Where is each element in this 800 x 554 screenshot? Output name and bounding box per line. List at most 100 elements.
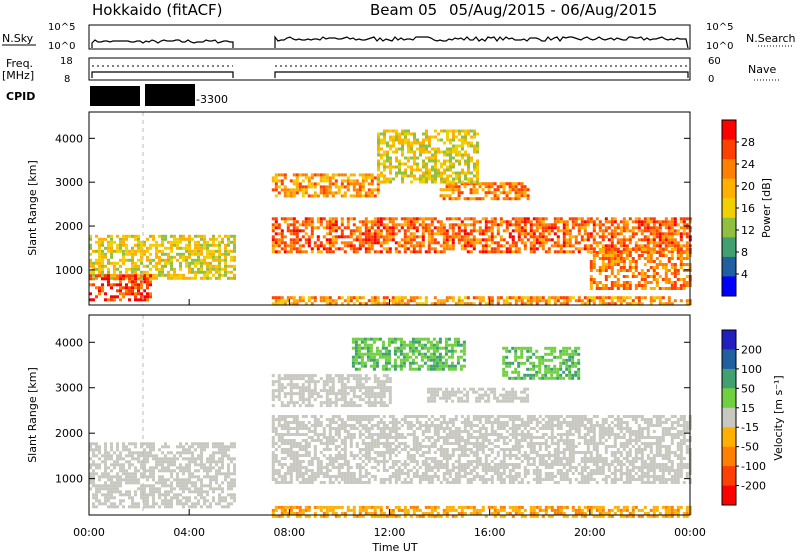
cell-power — [463, 182, 467, 186]
cell-power — [586, 302, 590, 306]
cell-power — [409, 250, 413, 254]
cell-power — [616, 284, 620, 287]
cell-power — [376, 223, 380, 227]
cell-power — [101, 270, 104, 274]
cell-power — [227, 237, 230, 241]
cell-power — [658, 220, 662, 224]
cell-power — [203, 255, 206, 259]
cell-power — [455, 171, 458, 175]
cell-velocity — [143, 457, 146, 461]
cell-velocity — [292, 433, 296, 436]
cell-velocity — [119, 478, 122, 482]
cell-power — [140, 295, 143, 299]
cell-power — [355, 226, 359, 230]
cell-power — [448, 197, 452, 201]
cell-velocity — [271, 469, 275, 472]
cell-velocity — [271, 475, 275, 478]
cell-velocity — [337, 430, 341, 433]
cell-power — [670, 281, 674, 284]
cell-power — [634, 226, 638, 230]
cell-power — [386, 159, 389, 163]
cell-power — [470, 171, 473, 175]
cell-power — [601, 229, 605, 233]
cell-power — [343, 241, 347, 245]
cell-power — [131, 270, 134, 274]
cell-power — [116, 234, 119, 238]
cell-power — [598, 272, 602, 275]
cell-power — [125, 234, 128, 238]
cell-velocity — [310, 469, 314, 472]
cell-power — [140, 246, 143, 250]
cell-velocity — [161, 475, 164, 479]
cell-power — [559, 250, 563, 254]
cell-power — [446, 135, 449, 139]
cell-velocity — [370, 439, 374, 442]
cell-power — [412, 235, 416, 239]
cell-velocity — [487, 442, 491, 445]
cell-power — [448, 247, 452, 251]
cell-power — [625, 275, 629, 278]
cell-power — [461, 141, 464, 145]
cell-power — [209, 276, 212, 280]
cell-velocity — [104, 457, 107, 461]
cell-velocity — [445, 448, 449, 451]
cell-velocity — [364, 454, 368, 457]
cell-velocity — [346, 478, 350, 481]
cell-velocity — [382, 457, 386, 460]
cell-power — [452, 180, 455, 184]
cell-velocity — [496, 451, 500, 454]
cell-velocity — [343, 439, 347, 442]
cell-power — [661, 302, 665, 306]
cell-power — [197, 255, 200, 259]
cell-velocity — [289, 442, 293, 445]
cell-velocity — [415, 421, 419, 424]
cell-power — [526, 232, 530, 236]
cell-power — [442, 250, 446, 254]
cell-velocity — [283, 415, 287, 418]
cell-power — [625, 296, 629, 300]
cell-power — [670, 263, 674, 266]
cell-power — [571, 226, 575, 230]
cell-velocity — [457, 472, 461, 475]
cell-velocity — [421, 430, 425, 433]
cell-power — [496, 226, 500, 230]
cell-velocity — [230, 487, 233, 491]
cell-velocity — [286, 433, 290, 436]
cell-power — [176, 258, 179, 262]
cell-power — [277, 191, 281, 195]
cell-power — [625, 223, 629, 227]
cell-power — [446, 168, 449, 172]
cell-power — [526, 296, 530, 300]
cell-power — [197, 258, 200, 262]
cell-power — [604, 220, 608, 224]
cell-velocity — [499, 424, 503, 427]
cell-power — [331, 299, 335, 303]
cell-velocity — [337, 445, 341, 448]
cell-power — [137, 246, 140, 250]
cell-velocity — [316, 469, 320, 472]
cell-velocity — [89, 457, 92, 461]
cell-velocity — [89, 475, 92, 479]
cell-power — [92, 270, 95, 274]
cell-power — [398, 162, 401, 166]
cell-velocity — [316, 436, 320, 439]
cell-velocity — [430, 469, 434, 472]
cell-velocity — [328, 430, 332, 433]
cell-power — [361, 188, 365, 192]
cell-velocity — [367, 472, 371, 475]
cell-velocity — [191, 481, 194, 485]
cell-velocity — [349, 445, 353, 448]
cell-power — [442, 194, 446, 198]
cell-power — [331, 238, 335, 242]
cell-power — [89, 292, 92, 296]
cell-power — [532, 296, 536, 300]
cell-velocity — [430, 457, 434, 460]
cell-power — [295, 191, 299, 195]
cell-power — [280, 232, 284, 236]
cell-velocity — [316, 463, 320, 466]
cell-velocity — [349, 436, 353, 439]
cell-velocity — [442, 421, 446, 424]
cell-power — [685, 248, 689, 251]
cell-velocity — [358, 478, 362, 481]
cell-power — [538, 244, 542, 248]
